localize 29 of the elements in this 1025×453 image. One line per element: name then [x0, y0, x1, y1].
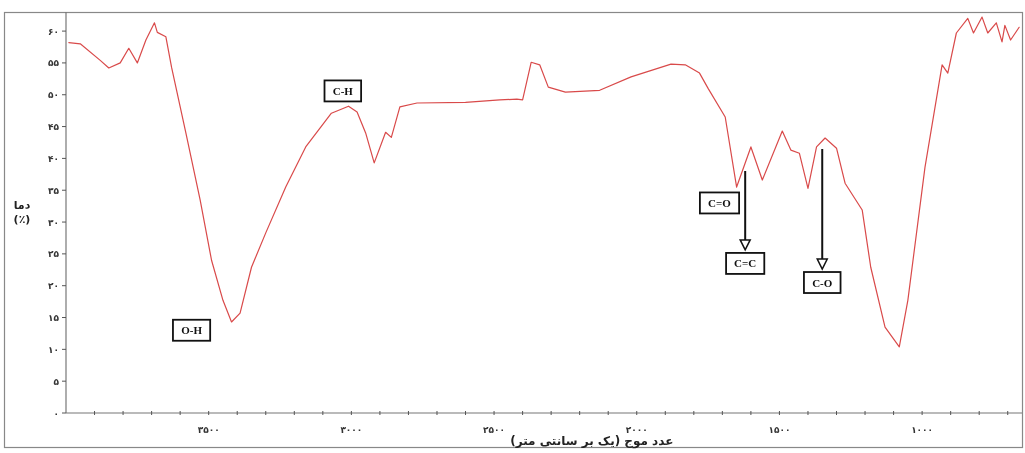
y-tick-label: ۳۵: [48, 185, 60, 196]
annotation: O-H: [181, 324, 203, 337]
x-tick-label: ۲۰۰۰: [625, 425, 648, 435]
x-tick-label: ۱۰۰۰: [911, 425, 934, 435]
y-axis-title: دما (٪): [13, 198, 31, 226]
y-tick-label: ۱۵: [48, 313, 60, 324]
y-tick-label: ۵۰: [48, 90, 59, 101]
y-tick-label: ۴۰: [48, 153, 59, 164]
annotation: C-O: [812, 276, 833, 289]
y-tick-label: ۶۰: [48, 26, 59, 37]
annotation: C-H: [332, 84, 354, 97]
annotation: O-H: [172, 318, 212, 342]
y-tick-label: ۴۵: [48, 122, 60, 133]
y-tick-label: ۳۰: [48, 217, 59, 228]
y-tick-label: ۰: [53, 408, 59, 419]
annotation: C=C: [734, 257, 757, 270]
x-tick-label: ۳۰۰۰: [340, 425, 363, 435]
x-axis-title: عدد موج (یک بر سانتی متر): [510, 434, 674, 449]
x-tick-label: ۲۵۰۰: [483, 425, 506, 435]
annotation: C=O: [708, 196, 732, 209]
x-tick-label: ۱۵۰۰: [768, 425, 791, 435]
y-tick-label: ۲۰: [48, 281, 59, 292]
x-tick-label: ۳۵۰۰: [197, 425, 220, 435]
y-tick-label: ۲۵: [48, 249, 60, 260]
y-tick-label: ۵: [53, 376, 60, 387]
y-tick-label: ۵۵: [48, 58, 60, 69]
y-tick-label: ۱۰: [48, 344, 59, 355]
annotation: C=O: [699, 191, 740, 215]
annotation: C-H: [323, 79, 362, 103]
